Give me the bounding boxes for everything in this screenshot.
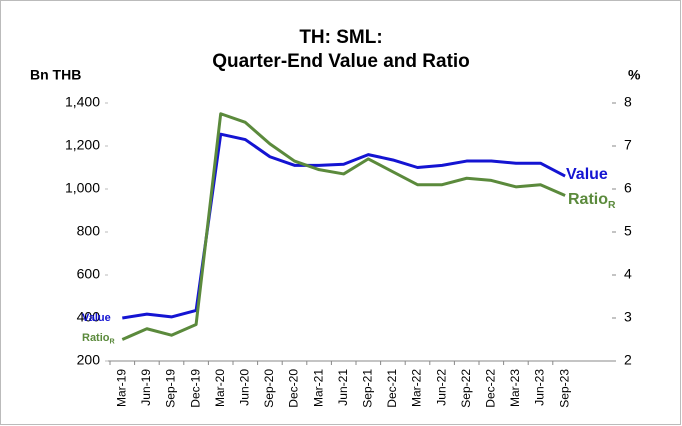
x-tick-label: Sep-21 <box>360 369 374 408</box>
legend-label: RatioR <box>82 332 116 345</box>
legend-label-subscript: R <box>110 337 116 345</box>
y-tick-label: 600 <box>77 266 101 282</box>
y-tick-label: 800 <box>77 223 101 239</box>
x-tick-label: Sep-20 <box>262 369 276 408</box>
x-tick-label: Mar-21 <box>311 369 325 407</box>
y2-tick-label: 2 <box>624 352 632 368</box>
y2-tick-label: 7 <box>624 137 632 153</box>
series-line <box>121 112 566 341</box>
y2-tick-label: 6 <box>624 180 632 196</box>
x-tick-label: Dec-21 <box>385 369 399 408</box>
legend-label-text: Value <box>82 312 111 324</box>
end-label-text: Value <box>566 166 608 183</box>
y2-tick-label: 4 <box>624 266 632 282</box>
y2-axis-label: % <box>628 67 641 83</box>
end-label: Value <box>566 166 608 183</box>
legend-label: Value <box>82 312 111 324</box>
x-tick-label: Dec-19 <box>188 369 202 408</box>
series-line <box>122 132 566 320</box>
y2-tick-label: 3 <box>624 309 632 325</box>
end-label-subscript: R <box>608 200 616 211</box>
y-axis-label: Bn THB <box>30 67 81 83</box>
x-tick-label: Mar-22 <box>410 369 424 407</box>
x-tick-label: Mar-23 <box>508 369 522 407</box>
y-tick-label: 400 <box>77 309 101 325</box>
x-tick-label: Jun-22 <box>434 369 448 406</box>
x-tick-label: Sep-19 <box>164 369 178 408</box>
x-tick-label: Dec-22 <box>483 369 497 408</box>
x-tick-label: Mar-19 <box>114 369 128 407</box>
x-tick-label: Jun-21 <box>336 369 350 406</box>
x-tick-label: Sep-23 <box>557 369 571 408</box>
end-label-text: Ratio <box>568 191 608 208</box>
x-tick-label: Jun-23 <box>533 369 547 406</box>
chart-title: TH: SML: <box>299 27 382 48</box>
y2-tick-label: 5 <box>624 223 632 239</box>
x-tick-label: Jun-20 <box>237 369 251 406</box>
y-tick-label: 200 <box>77 352 101 368</box>
x-tick-label: Dec-20 <box>287 369 301 408</box>
x-tick-label: Mar-20 <box>213 369 227 407</box>
y-tick-label: 1,200 <box>65 137 100 153</box>
x-tick-label: Sep-22 <box>459 369 473 408</box>
legend-label-text: Ratio <box>82 332 110 344</box>
y2-tick-label: 8 <box>624 94 632 110</box>
y-tick-label: 1,400 <box>65 94 100 110</box>
y-tick-label: 1,000 <box>65 180 100 196</box>
end-label: RatioR <box>568 191 616 210</box>
x-tick-label: Jun-19 <box>139 369 153 406</box>
chart-title: Quarter-End Value and Ratio <box>212 51 470 72</box>
